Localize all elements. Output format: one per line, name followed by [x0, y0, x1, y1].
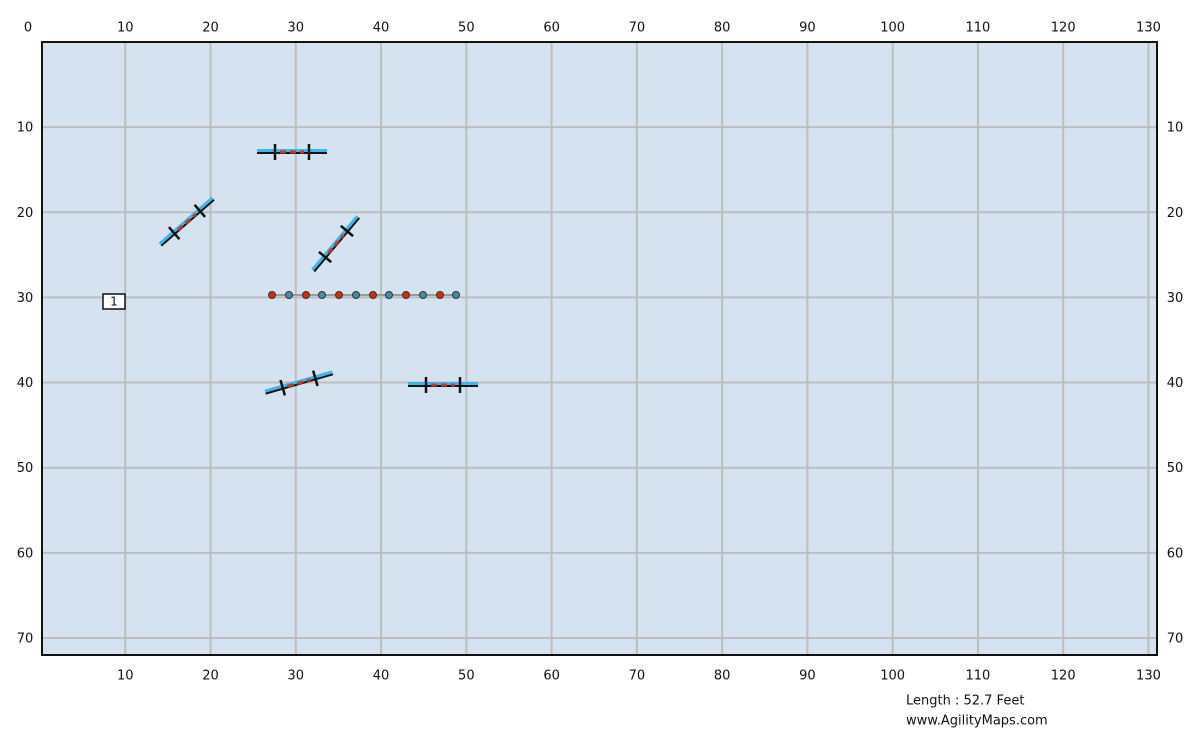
x-tick-label: 90 [799, 669, 816, 684]
weave-poles [268, 291, 460, 299]
y-tick-label: 30 [1167, 291, 1184, 306]
x-tick-label: 20 [202, 21, 219, 36]
x-tick-label: 50 [458, 669, 475, 684]
x-tick-label: 110 [966, 21, 991, 36]
y-tick-label: 70 [17, 631, 34, 646]
y-tick-label: 40 [1167, 376, 1184, 391]
field-border [41, 41, 1158, 656]
x-tick-label: 70 [629, 669, 646, 684]
x-tick-label: 40 [373, 21, 390, 36]
x-tick-label: 110 [966, 669, 991, 684]
grid [42, 42, 1157, 655]
marker-number: 1 [110, 295, 118, 309]
y-tick-label: 50 [1167, 461, 1184, 476]
field [42, 42, 1157, 655]
x-tick-label: 0 [24, 21, 32, 36]
x-tick-label: 90 [799, 21, 816, 36]
y-tick-label: 40 [17, 376, 34, 391]
y-tick-label: 60 [1167, 546, 1184, 561]
y-tick-label: 20 [17, 206, 34, 221]
y-tick-label: 60 [17, 546, 34, 561]
x-tick-label: 70 [629, 21, 646, 36]
x-tick-label: 120 [1051, 669, 1076, 684]
x-tick-label: 130 [1136, 669, 1161, 684]
x-tick-label: 60 [543, 669, 560, 684]
obstacles: 1 [102, 142, 480, 402]
course-length: Length : 52.7 Feet [906, 694, 1024, 709]
x-tick-label: 40 [373, 669, 390, 684]
y-tick-label: 20 [1167, 206, 1184, 221]
x-tick-label: 130 [1136, 21, 1161, 36]
x-tick-label: 80 [714, 669, 731, 684]
marker-box [102, 293, 126, 310]
y-tick-label: 10 [17, 121, 34, 136]
x-tick-label: 20 [202, 669, 219, 684]
x-tick-label: 100 [880, 21, 905, 36]
x-tick-label: 120 [1051, 21, 1076, 36]
y-tick-label: 10 [1167, 121, 1184, 136]
x-tick-label: 50 [458, 21, 475, 36]
x-tick-label: 60 [543, 21, 560, 36]
website: www.AgilityMaps.com [906, 714, 1048, 729]
x-tick-label: 100 [880, 669, 905, 684]
x-tick-label: 10 [117, 21, 134, 36]
x-tick-label: 30 [288, 21, 305, 36]
x-tick-label: 10 [117, 669, 134, 684]
y-tick-label: 70 [1167, 631, 1184, 646]
x-tick-label: 30 [288, 669, 305, 684]
x-tick-label: 80 [714, 21, 731, 36]
y-tick-label: 50 [17, 461, 34, 476]
y-tick-label: 30 [17, 291, 34, 306]
